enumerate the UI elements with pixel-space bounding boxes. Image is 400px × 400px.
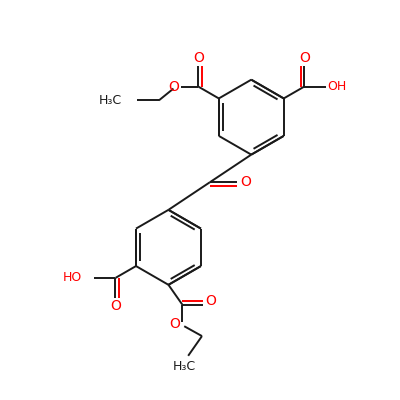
Text: OH: OH [327,80,347,93]
Text: O: O [205,294,216,308]
Text: O: O [193,51,204,65]
Text: H₃C: H₃C [173,360,196,373]
Text: O: O [170,317,180,331]
Text: HO: HO [63,272,82,284]
Text: O: O [240,175,251,189]
Text: H₃C: H₃C [99,94,122,107]
Text: O: O [110,299,121,313]
Text: O: O [299,51,310,65]
Text: O: O [168,80,179,94]
